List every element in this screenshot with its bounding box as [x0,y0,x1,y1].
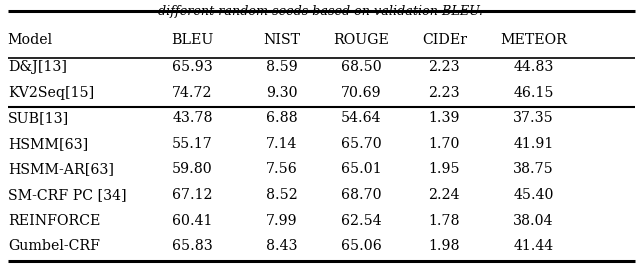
Text: 65.83: 65.83 [172,239,213,254]
Text: 7.14: 7.14 [266,137,298,151]
Text: 37.35: 37.35 [513,111,554,125]
Text: 55.17: 55.17 [172,137,213,151]
Text: Model: Model [8,33,53,47]
Text: 1.78: 1.78 [429,214,460,228]
Text: 65.70: 65.70 [341,137,382,151]
Text: 65.06: 65.06 [341,239,382,254]
Text: 68.50: 68.50 [341,60,382,74]
Text: 54.64: 54.64 [341,111,381,125]
Text: 8.59: 8.59 [266,60,298,74]
Text: 7.56: 7.56 [266,163,298,177]
Text: 2.24: 2.24 [429,188,460,202]
Text: 67.12: 67.12 [172,188,213,202]
Text: ROUGE: ROUGE [333,33,389,47]
Text: HSMM[63]: HSMM[63] [8,137,88,151]
Text: SUB[13]: SUB[13] [8,111,69,125]
Text: D&J[13]: D&J[13] [8,60,67,74]
Text: 60.41: 60.41 [172,214,212,228]
Text: 1.98: 1.98 [429,239,460,254]
Text: 38.75: 38.75 [513,163,554,177]
Text: 2.23: 2.23 [428,86,460,100]
Text: 7.99: 7.99 [266,214,298,228]
Text: 41.44: 41.44 [513,239,554,254]
Text: METEOR: METEOR [500,33,567,47]
Text: 1.39: 1.39 [429,111,460,125]
Text: 1.95: 1.95 [428,163,460,177]
Text: 46.15: 46.15 [513,86,554,100]
Text: 1.70: 1.70 [429,137,460,151]
Text: CIDEr: CIDEr [422,33,467,47]
Text: HSMM-AR[63]: HSMM-AR[63] [8,163,114,177]
Text: 2.23: 2.23 [428,60,460,74]
Text: 65.01: 65.01 [341,163,381,177]
Text: 43.78: 43.78 [172,111,213,125]
Text: 74.72: 74.72 [172,86,213,100]
Text: REINFORCE: REINFORCE [8,214,100,228]
Text: 41.91: 41.91 [513,137,554,151]
Text: 8.43: 8.43 [266,239,298,254]
Text: SM-CRF PC [34]: SM-CRF PC [34] [8,188,126,202]
Text: 70.69: 70.69 [341,86,381,100]
Text: 45.40: 45.40 [513,188,554,202]
Text: BLEU: BLEU [172,33,214,47]
Text: 38.04: 38.04 [513,214,554,228]
Text: Gumbel-CRF: Gumbel-CRF [8,239,100,254]
Text: 6.88: 6.88 [266,111,298,125]
Text: 68.70: 68.70 [341,188,381,202]
Text: 9.30: 9.30 [266,86,298,100]
Text: 44.83: 44.83 [513,60,554,74]
Text: 8.52: 8.52 [266,188,298,202]
Text: 65.93: 65.93 [172,60,213,74]
Text: 59.80: 59.80 [172,163,213,177]
Text: 62.54: 62.54 [341,214,381,228]
Text: KV2Seq[15]: KV2Seq[15] [8,86,94,100]
Text: NIST: NIST [263,33,300,47]
Text: different random seeds based on validation BLEU.: different random seeds based on validati… [157,5,483,18]
